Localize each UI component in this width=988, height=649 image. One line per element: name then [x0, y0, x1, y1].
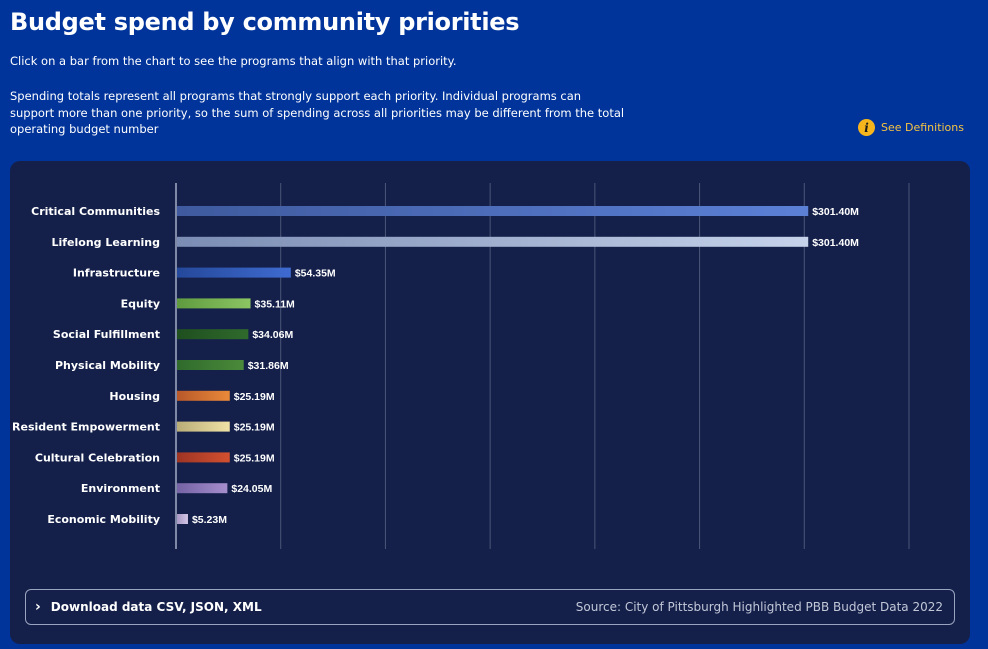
info-icon: i: [857, 119, 875, 136]
chart-panel: Critical Communities $301.40M Lifelong Lea…: [10, 161, 970, 644]
category-label: Equity: [121, 297, 160, 310]
source-note: Source: City of Pittsburgh Highlighted P…: [575, 600, 943, 614]
intro-text: Click on a bar from the chart to see the…: [10, 54, 457, 68]
bar-value-label: $301.40M: [812, 206, 859, 218]
category-label: Physical Mobility: [55, 359, 160, 372]
bar[interactable]: [177, 206, 809, 216]
category-label: Lifelong Learning: [51, 236, 160, 249]
see-definitions-label: See Definitions: [880, 121, 964, 134]
see-definitions-button[interactable]: i See Definitions: [857, 119, 964, 136]
category-label: Economic Mobility: [47, 513, 160, 526]
bar[interactable]: [177, 329, 249, 340]
download-label: Download data CSV, JSON, XML: [50, 600, 262, 614]
bar[interactable]: [177, 421, 230, 432]
bar[interactable]: [177, 390, 230, 401]
category-label: Housing: [109, 390, 160, 403]
category-label: Environment: [81, 482, 160, 495]
bar-value-label: $25.19M: [234, 422, 275, 434]
bar-value-label: $31.86M: [248, 360, 289, 372]
bar-value-label: $54.35M: [295, 268, 336, 280]
bar-value-label: $25.19M: [234, 391, 275, 403]
bar[interactable]: [177, 298, 251, 309]
description-text: Spending totals represent all programs t…: [10, 89, 625, 136]
bar-value-label: $24.05M: [231, 483, 272, 495]
bar-chart: Critical Communities $301.40M Lifelong Lea…: [12, 183, 910, 549]
category-label: Cultural Celebration: [35, 451, 160, 464]
page-title: Budget spend by community priorities: [10, 8, 520, 36]
bar[interactable]: [177, 452, 230, 463]
bar[interactable]: [177, 483, 228, 494]
bar-value-label: $25.19M: [234, 452, 275, 464]
bar-value-label: $34.06M: [252, 329, 293, 341]
bar-value-label: $5.23M: [192, 514, 227, 526]
category-label: Resident Empowerment: [12, 421, 160, 434]
download-bar: › Download data CSV, JSON, XML Source: C…: [25, 589, 955, 625]
category-label: Infrastructure: [73, 267, 160, 280]
bar[interactable]: [177, 514, 188, 524]
bar[interactable]: [177, 236, 809, 247]
category-label: Social Fulfillment: [53, 328, 160, 341]
bar[interactable]: [177, 360, 244, 370]
category-label: Critical Communities: [31, 205, 160, 218]
download-data-toggle[interactable]: › Download data CSV, JSON, XML: [35, 599, 262, 615]
bar[interactable]: [177, 267, 291, 278]
chevron-right-icon: ›: [35, 599, 41, 615]
bar-value-label: $301.40M: [812, 237, 859, 249]
bar-value-label: $35.11M: [255, 298, 296, 310]
